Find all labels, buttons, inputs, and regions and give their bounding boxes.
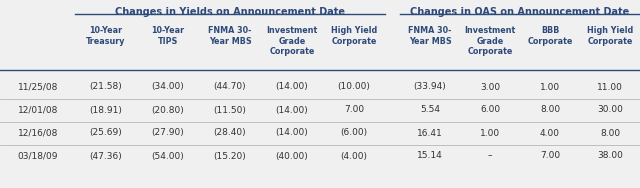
Text: High Yield
Corporate: High Yield Corporate xyxy=(331,26,377,46)
Text: (40.00): (40.00) xyxy=(276,152,308,161)
Text: (6.00): (6.00) xyxy=(340,129,367,137)
Text: (21.58): (21.58) xyxy=(90,83,122,92)
Text: 7.00: 7.00 xyxy=(344,105,364,114)
Text: 4.00: 4.00 xyxy=(540,129,560,137)
Text: Changes in Yields on Announcement Date: Changes in Yields on Announcement Date xyxy=(115,7,345,17)
Text: (44.70): (44.70) xyxy=(214,83,246,92)
Text: (14.00): (14.00) xyxy=(276,129,308,137)
Text: 38.00: 38.00 xyxy=(597,152,623,161)
Text: (10.00): (10.00) xyxy=(337,83,371,92)
Text: (27.90): (27.90) xyxy=(152,129,184,137)
Text: Changes in OAS on Announcement Date: Changes in OAS on Announcement Date xyxy=(410,7,630,17)
Text: 03/18/09: 03/18/09 xyxy=(18,152,58,161)
Text: (28.40): (28.40) xyxy=(214,129,246,137)
Text: 8.00: 8.00 xyxy=(600,129,620,137)
Text: 8.00: 8.00 xyxy=(540,105,560,114)
Text: Investment
Grade
Corporate: Investment Grade Corporate xyxy=(465,26,516,57)
Text: (18.91): (18.91) xyxy=(90,105,122,114)
Text: BBB
Corporate: BBB Corporate xyxy=(527,26,573,46)
Text: (34.00): (34.00) xyxy=(152,83,184,92)
Text: FNMA 30-
Year MBS: FNMA 30- Year MBS xyxy=(408,26,452,46)
Text: (4.00): (4.00) xyxy=(340,152,367,161)
Text: 5.54: 5.54 xyxy=(420,105,440,114)
Text: 30.00: 30.00 xyxy=(597,105,623,114)
Text: 12/16/08: 12/16/08 xyxy=(18,129,58,137)
Text: 6.00: 6.00 xyxy=(480,105,500,114)
Text: 10-Year
TIPS: 10-Year TIPS xyxy=(152,26,184,46)
Text: 12/01/08: 12/01/08 xyxy=(18,105,58,114)
Text: 11/25/08: 11/25/08 xyxy=(18,83,58,92)
Text: (14.00): (14.00) xyxy=(276,83,308,92)
Text: 10-Year
Treasury: 10-Year Treasury xyxy=(86,26,125,46)
Text: 1.00: 1.00 xyxy=(480,129,500,137)
Text: (14.00): (14.00) xyxy=(276,105,308,114)
Text: (25.69): (25.69) xyxy=(90,129,122,137)
Text: 16.41: 16.41 xyxy=(417,129,443,137)
Text: FNMA 30-
Year MBS: FNMA 30- Year MBS xyxy=(208,26,252,46)
Text: Investment
Grade
Corporate: Investment Grade Corporate xyxy=(266,26,317,57)
Text: 15.14: 15.14 xyxy=(417,152,443,161)
Text: (33.94): (33.94) xyxy=(413,83,446,92)
Text: High Yield
Corporate: High Yield Corporate xyxy=(587,26,633,46)
Text: –: – xyxy=(488,152,492,161)
Text: 7.00: 7.00 xyxy=(540,152,560,161)
Text: (20.80): (20.80) xyxy=(152,105,184,114)
Text: 1.00: 1.00 xyxy=(540,83,560,92)
Text: (47.36): (47.36) xyxy=(90,152,122,161)
Text: (15.20): (15.20) xyxy=(214,152,246,161)
Text: (11.50): (11.50) xyxy=(214,105,246,114)
Text: (54.00): (54.00) xyxy=(152,152,184,161)
Text: 3.00: 3.00 xyxy=(480,83,500,92)
Text: 11.00: 11.00 xyxy=(597,83,623,92)
